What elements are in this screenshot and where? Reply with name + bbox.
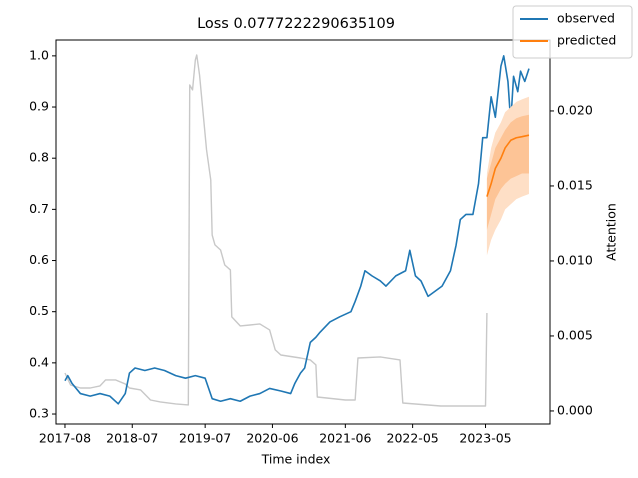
x-tick-label: 2019-07: [179, 431, 231, 446]
x-tick-label: 2022-05: [387, 431, 439, 446]
y2-tick-label: 0.010: [557, 252, 593, 267]
y-tick-label: 1.0: [29, 47, 49, 62]
y2-tick-label: 0.020: [557, 102, 593, 117]
legend-label: predicted: [557, 33, 616, 48]
y-tick-label: 0.7: [29, 201, 49, 216]
x-tick-label: 2020-06: [246, 431, 298, 446]
y-tick-label: 0.8: [29, 150, 49, 165]
series-line: [64, 55, 530, 405]
plot-frame: [55, 39, 551, 425]
y2-tick-label: 0.005: [557, 327, 593, 342]
y2-tick-label: 0.015: [557, 177, 593, 192]
y-tick-label: 0.5: [29, 303, 49, 318]
y2-axis-label: Attention: [604, 203, 619, 261]
x-tick-label: 2017-08: [39, 431, 91, 446]
x-tick-label: 2021-06: [319, 431, 371, 446]
series-line: [64, 54, 488, 407]
y-tick-label: 0.9: [29, 99, 49, 114]
y-tick-label: 0.4: [29, 354, 49, 369]
legend-label: observed: [557, 11, 615, 26]
y-tick-label: 0.3: [29, 406, 49, 421]
x-tick-label: 2023-05: [459, 431, 511, 446]
y-tick-label: 0.6: [29, 252, 49, 267]
x-axis-label: Time index: [261, 452, 331, 467]
prediction-band: [486, 114, 529, 230]
series-line: [486, 134, 530, 197]
y2-tick-label: 0.000: [557, 402, 593, 417]
x-tick-label: 2018-07: [106, 431, 158, 446]
chart-title: Loss 0.0777222290635109: [197, 16, 395, 32]
